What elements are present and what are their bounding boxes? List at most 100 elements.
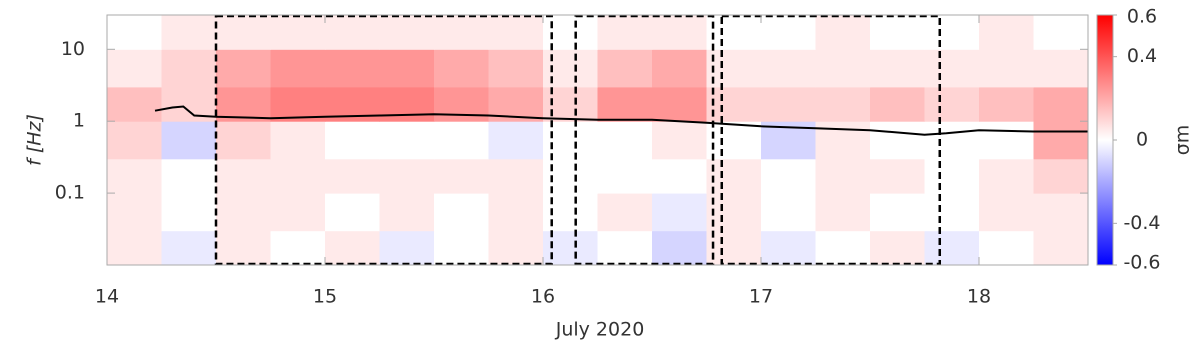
heatmap-cell [979,121,1034,160]
heatmap-cell [815,193,871,232]
heatmap-cell [652,86,707,122]
heatmap-cell [270,86,326,122]
heatmap-cell [161,158,217,194]
colorbar-tick-label: 0.6 [1127,6,1157,28]
heatmap-cell [815,121,871,160]
heatmap-cell [488,193,544,232]
heatmap-cell [761,15,816,50]
heatmap-cell [597,86,653,122]
heatmap-cell [107,121,162,160]
heatmap-cell [597,49,653,88]
heatmap-cell [434,230,489,266]
heatmap-cell [652,121,707,160]
highlight-box [720,14,942,266]
heatmap-cell [543,121,598,160]
heatmap-cell [706,230,762,266]
heatmap-cell [107,193,162,232]
heatmap-cell [434,193,489,232]
heatmap-cell [161,230,217,266]
heatmap-cell [216,86,271,122]
heatmap-cell [270,49,326,88]
heatmap-cell [924,49,980,88]
heatmap-cell [1033,15,1089,50]
heatmap-cell [216,230,271,266]
y-axis-label: f [Hz] [24,114,46,166]
heatmap-cell [924,230,980,266]
heatmap-cell [706,121,762,160]
heatmap-cell [979,158,1034,194]
heatmap-cell [107,230,162,266]
heatmap-cell [325,121,380,160]
heatmap-cell [488,121,544,160]
heatmap-cell [270,230,326,266]
heatmap-cell [815,49,871,88]
heatmap-cell [597,15,653,50]
colorbar-tick-label: -0.6 [1123,252,1160,274]
heatmap-cell [924,121,980,160]
heatmap-cell [815,158,871,194]
heatmap-cell [870,15,925,50]
colorbar-tick-label: 0.4 [1127,45,1157,67]
heatmap-cell [434,49,489,88]
y-tick-label: 0.1 [55,182,85,204]
heatmap-cell [325,193,380,232]
heatmap-cell [107,49,162,88]
heatmap-cell [761,158,816,194]
heatmap-cell [761,230,816,266]
heatmap-cell [652,158,707,194]
heatmap-cell [379,49,435,88]
colorbar [1096,14,1114,266]
heatmap-cell [488,49,544,88]
highlight-box [574,14,715,266]
heatmap-cell [488,15,544,50]
heatmap-cell [706,158,762,194]
heatmap-cell [870,121,925,160]
heatmap-cell [161,121,217,160]
heatmap-cell [161,193,217,232]
heatmap-cell [870,86,925,122]
x-tick-label: 14 [95,286,119,308]
heatmap-cell [815,230,871,266]
heatmap-cell [652,49,707,88]
heatmap-cell [434,15,489,50]
heatmap-cell [924,193,980,232]
heatmap-cell [379,86,435,122]
heatmap-cell [652,230,707,266]
heatmap-cell [379,15,435,50]
heatmap-cell [870,49,925,88]
heatmap-cell [706,49,762,88]
highlight-box [214,14,553,266]
colorbar-tick-label: 0 [1136,129,1148,151]
heatmap-cell [652,15,707,50]
x-tick-label: 16 [531,286,555,308]
heatmap-cell [434,158,489,194]
heatmap-cell [761,193,816,232]
heatmap-cell [597,230,653,266]
heatmap-cell [1033,121,1089,160]
heatmap-cell [107,15,162,50]
heatmap-cell [161,49,217,88]
heatmap-cell [379,230,435,266]
heatmap-cell [597,193,653,232]
heatmap-cell [597,121,653,160]
heatmap-cell [979,86,1034,122]
heatmap-cell [325,158,380,194]
heatmap-cell [216,49,271,88]
x-tick-label: 17 [749,286,773,308]
y-tick-label: 1 [73,110,85,132]
heatmap-cell [979,49,1034,88]
heatmap-cell [325,49,380,88]
heatmap-cell [107,158,162,194]
heatmap-cell [924,86,980,122]
heatmap-cell [379,193,435,232]
y-tick-label: 10 [61,38,85,60]
heatmap-cell [979,15,1034,50]
x-tick-label: 18 [967,286,991,308]
heatmap-cell [488,158,544,194]
plot-frame [106,14,1089,266]
heatmap-cell [815,86,871,122]
heatmap-cell [379,121,435,160]
heatmap-cell [815,15,871,50]
heatmap-cell [1033,49,1089,88]
heatmap-cell [706,15,762,50]
